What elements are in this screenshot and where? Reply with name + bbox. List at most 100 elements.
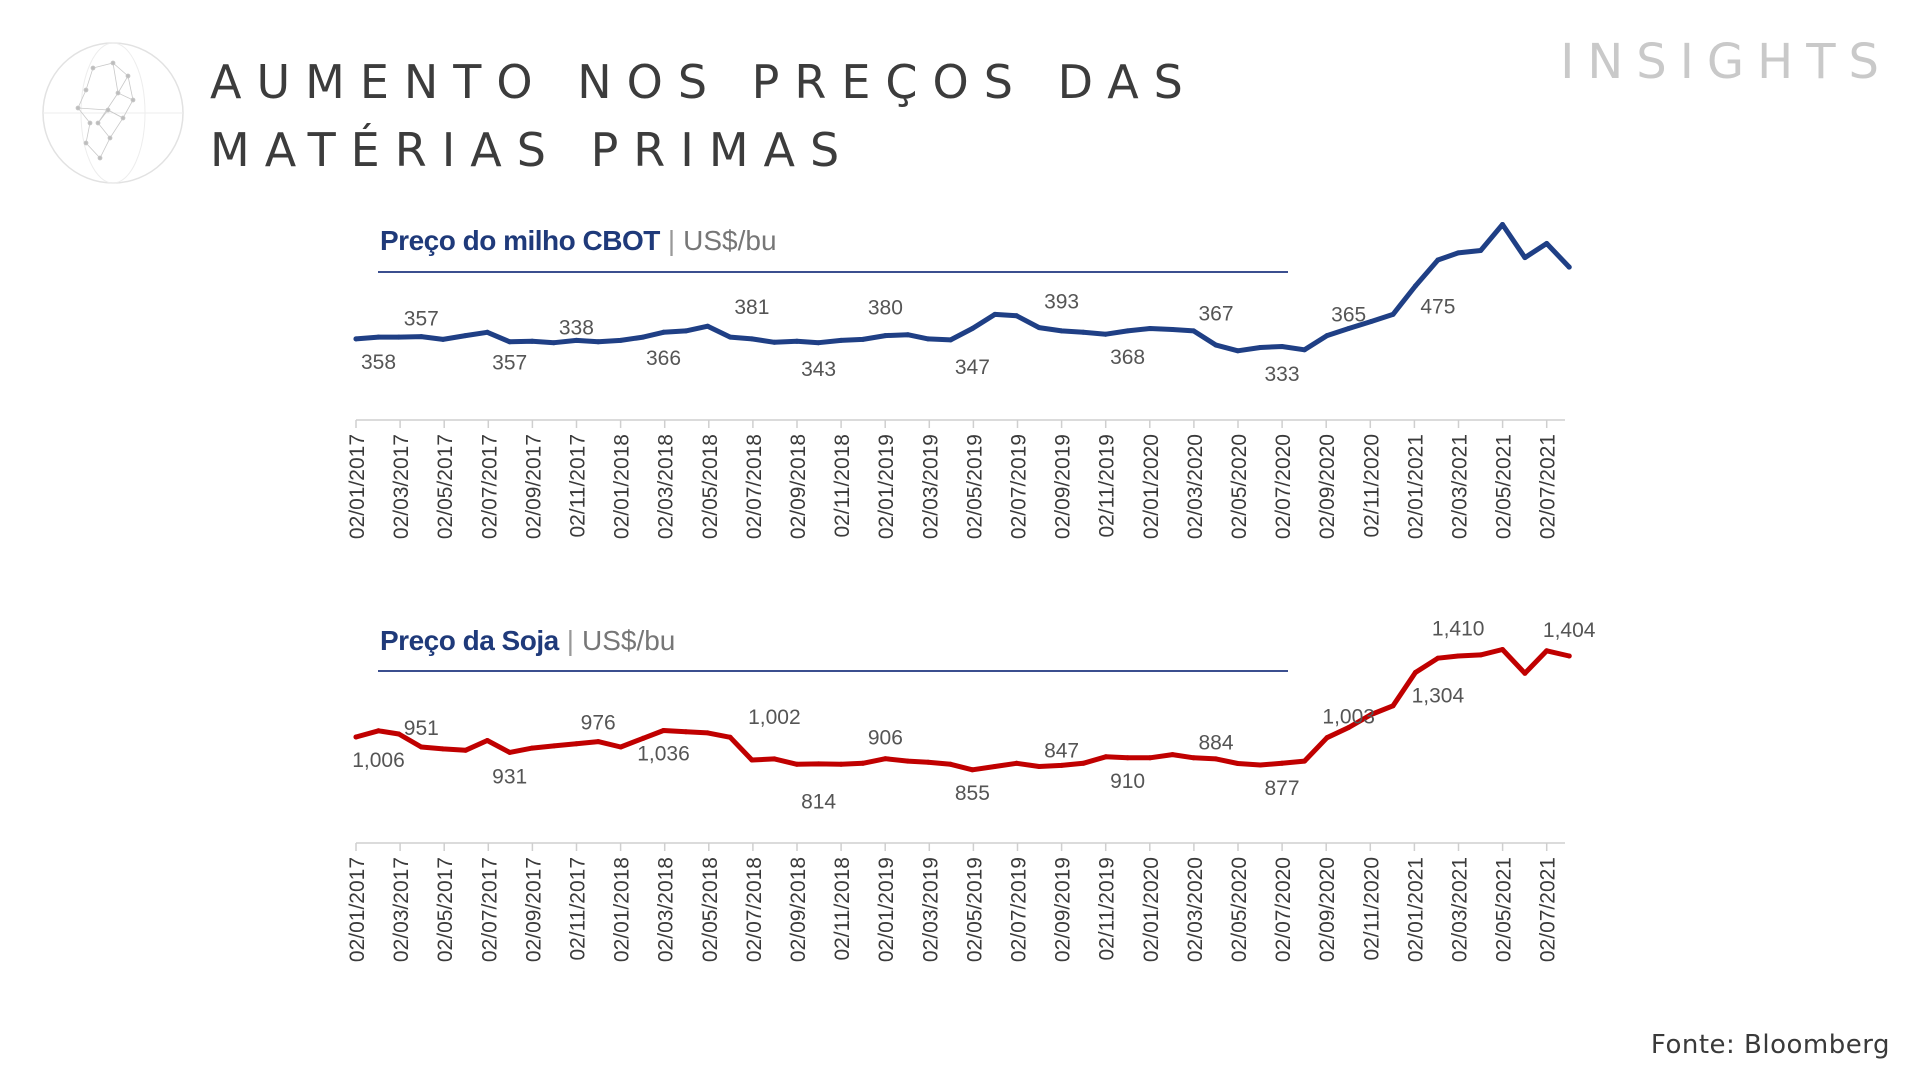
corn-data-point	[463, 333, 468, 339]
corn-chart-heading: Preço do milho CBOT | US$/bu	[380, 225, 777, 257]
corn-x-tick-label: 02/01/2021	[1404, 434, 1427, 539]
soy-x-tick-label: 02/11/2020	[1360, 857, 1383, 961]
corn-data-label: 347	[955, 356, 990, 379]
corn-data-point	[1170, 327, 1175, 332]
corn-data-point	[507, 339, 513, 345]
soy-data-point	[882, 756, 888, 762]
soy-x-tick-label: 02/07/2021	[1537, 857, 1560, 962]
corn-data-point	[418, 334, 424, 340]
corn-x-tick-label: 02/05/2021	[1493, 434, 1516, 539]
soy-data-label: 1,003	[1322, 706, 1375, 729]
soy-data-label: 1,006	[352, 749, 405, 772]
corn-data-label: 393	[1044, 290, 1079, 313]
soy-data-label: 976	[581, 712, 616, 735]
soy-data-point	[463, 747, 468, 753]
soy-data-point	[1103, 754, 1109, 760]
corn-x-tick-label: 02/01/2018	[611, 434, 634, 539]
corn-data-label: 380	[868, 297, 903, 320]
soy-data-point	[1500, 647, 1505, 652]
corn-x-tick-label: 02/03/2020	[1184, 434, 1207, 539]
soy-x-tick-label: 02/05/2019	[963, 857, 986, 962]
soy-data-point	[683, 729, 689, 735]
corn-data-point	[882, 333, 888, 339]
soy-chart-unit: US$/bu	[581, 625, 676, 656]
soy-data-label: 1,304	[1412, 685, 1465, 708]
soy-x-tick-label: 02/05/2020	[1228, 857, 1251, 962]
corn-data-label: 338	[559, 316, 594, 339]
corn-data-point	[727, 334, 733, 340]
corn-chart-unit: US$/bu	[683, 225, 777, 256]
corn-data-label: 357	[404, 307, 439, 330]
corn-data-point	[353, 336, 359, 342]
corn-x-tick-label: 02/09/2020	[1316, 434, 1339, 539]
corn-data-point	[771, 339, 777, 345]
soy-data-point	[1544, 648, 1550, 654]
soy-data-point	[1257, 762, 1263, 768]
corn-x-tick-label: 02/07/2021	[1537, 434, 1560, 539]
soy-x-tick-label: 02/01/2017	[346, 857, 369, 962]
corn-data-point	[1059, 328, 1065, 334]
soy-data-label: 1,002	[748, 706, 801, 729]
soy-data-point	[618, 744, 624, 750]
corn-x-tick-label: 02/03/2018	[655, 434, 678, 539]
corn-data-point	[925, 336, 931, 342]
corn-data-point	[376, 334, 381, 340]
soy-x-tick-label: 02/03/2021	[1449, 857, 1472, 962]
soy-data-point	[640, 735, 646, 741]
soy-x-tick-label: 02/11/2019	[1096, 857, 1119, 961]
soy-data-point	[1235, 761, 1241, 766]
corn-x-tick-label: 02/09/2019	[1052, 434, 1075, 539]
soy-data-point	[1302, 758, 1307, 764]
corn-x-tick-label: 02/03/2021	[1449, 434, 1472, 539]
soy-data-label: 814	[801, 791, 836, 814]
page-title: AUMENTO NOS PREÇOS DAS MATÉRIAS PRIMAS	[210, 48, 1198, 184]
soy-data-point	[905, 758, 911, 764]
soy-x-tick-label: 02/01/2021	[1404, 857, 1427, 962]
corn-data-label: 365	[1331, 304, 1366, 327]
soy-data-point	[484, 738, 490, 743]
corn-chart-separator: |	[667, 225, 676, 256]
soy-chart-heading: Preço da Soja | US$/bu	[380, 625, 675, 657]
page-title-line-1: AUMENTO NOS PREÇOS DAS	[210, 55, 1198, 109]
soy-data-point	[969, 767, 975, 773]
soy-data-point	[1412, 670, 1418, 675]
soy-data-label: 931	[492, 765, 527, 788]
soy-x-tick-label: 02/01/2018	[611, 857, 634, 962]
source-note: Fonte: Bloomberg	[1650, 1030, 1890, 1060]
soy-data-point	[573, 741, 579, 747]
corn-data-point	[1455, 250, 1461, 256]
corn-x-tick-label: 02/07/2019	[1008, 434, 1031, 539]
corn-data-point	[794, 338, 800, 344]
soy-data-point	[507, 749, 513, 755]
corn-data-label: 475	[1420, 296, 1455, 319]
soy-x-tick-label: 02/07/2020	[1272, 857, 1295, 962]
soy-data-point	[925, 759, 931, 765]
soy-data-point	[1279, 760, 1285, 766]
corn-x-tick-label: 02/05/2019	[963, 434, 986, 539]
soy-data-point	[860, 760, 866, 766]
soy-data-point	[1478, 652, 1484, 658]
corn-chart-svg: 02/01/2017 02/03/2017 02/05/2017 02/07/2017…	[346, 215, 1572, 539]
soy-series-line	[353, 647, 1572, 773]
corn-data-point	[1036, 325, 1042, 331]
corn-data-label: 366	[646, 347, 681, 370]
soy-chart-title: Preço da Soja	[380, 625, 559, 656]
soy-data-label: 906	[868, 727, 903, 750]
corn-x-tick-label: 02/11/2020	[1360, 434, 1383, 538]
soy-data-point	[948, 761, 954, 767]
corn-data-point	[948, 337, 954, 343]
soy-data-point	[1455, 653, 1461, 659]
corn-data-point	[1566, 264, 1572, 270]
corn-data-point	[816, 340, 822, 346]
corn-data-point	[838, 337, 844, 343]
soy-data-point	[771, 756, 777, 762]
soy-x-tick-label: 02/05/2017	[434, 857, 457, 962]
soy-data-label: 1,410	[1432, 618, 1485, 641]
corn-x-tick-label: 02/03/2017	[390, 434, 413, 539]
corn-price-chart: 02/01/2017 02/03/2017 02/05/2017 02/07/2017…	[0, 215, 1920, 575]
corn-data-point	[1235, 348, 1241, 354]
section-label: INSIGHTS	[1560, 34, 1892, 90]
corn-x-tick-label: 02/01/2019	[875, 434, 898, 539]
corn-data-point	[1544, 241, 1550, 246]
corn-data-point	[705, 323, 711, 329]
